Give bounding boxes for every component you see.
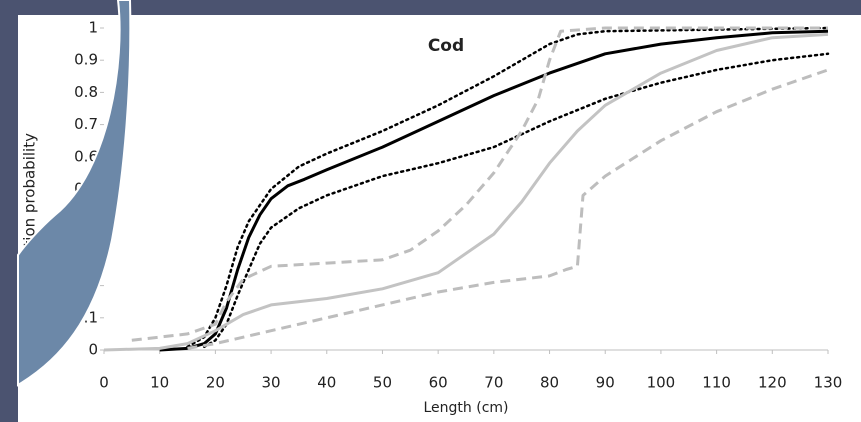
y-tick-label: 0.9 xyxy=(74,51,98,69)
series-line xyxy=(186,26,830,349)
x-tick-label: 0 xyxy=(99,374,109,392)
x-tick-label: 80 xyxy=(540,374,559,392)
x-tick-label: 120 xyxy=(758,374,787,392)
x-tick-label: 40 xyxy=(317,374,336,392)
x-tick-label: 60 xyxy=(429,374,448,392)
x-tick-label: 70 xyxy=(484,374,503,392)
y-tick-label: 0.6 xyxy=(74,147,98,165)
slide-strip xyxy=(0,0,18,422)
series-line xyxy=(187,68,829,350)
slide-band xyxy=(0,0,861,15)
x-axis-label: Length (cm) xyxy=(424,400,509,416)
y-tick-label: 0 xyxy=(88,341,98,359)
series-line xyxy=(131,26,828,342)
series-line xyxy=(159,29,829,352)
y-tick-label: 0.8 xyxy=(74,83,98,101)
series-line xyxy=(103,32,829,352)
y-tick-label: 0.7 xyxy=(74,115,98,133)
x-tick-label: 100 xyxy=(647,374,676,392)
y-tick-label: 1 xyxy=(88,19,98,37)
x-tick-label: 130 xyxy=(814,374,843,392)
series-line xyxy=(202,52,830,349)
x-tick-label: 30 xyxy=(262,374,281,392)
slide-decoration xyxy=(17,0,132,387)
x-tick-label: 50 xyxy=(373,374,392,392)
annotation: Cod xyxy=(428,36,464,56)
x-tick-label: 10 xyxy=(150,374,169,392)
x-tick-label: 110 xyxy=(702,374,731,392)
x-tick-label: 20 xyxy=(206,374,225,392)
x-tick-label: 90 xyxy=(596,374,615,392)
